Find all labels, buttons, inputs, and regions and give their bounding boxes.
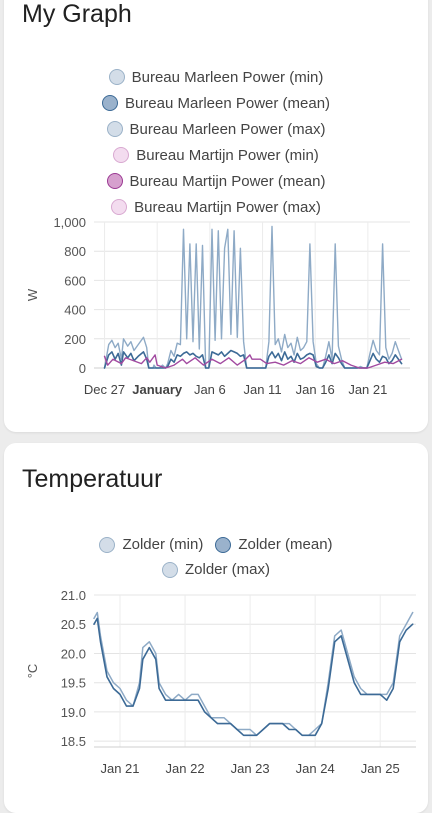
y-tick-label: 800	[64, 244, 86, 259]
power-chart: 0 200 400 600 800 1,000 Dec 27 January Jan 6 Jan …	[25, 215, 410, 397]
legend-label: Zolder (min)	[122, 536, 204, 553]
legend-label: Zolder (max)	[184, 561, 270, 578]
graph-card-temperatuur: Temperatuur Zolder (min) Zolder (mean) Zol…	[4, 443, 428, 813]
legend-item[interactable]: Bureau Marleen Power (min)	[108, 68, 324, 86]
y-tick-label: 200	[64, 332, 86, 347]
y-tick-label: 20.0	[61, 646, 86, 661]
legend-row: Bureau Martijn Power (max)	[4, 194, 428, 220]
legend-swatch-icon	[101, 95, 118, 111]
card-title: Temperatuur	[22, 465, 163, 493]
x-tick-label: Jan 21	[348, 382, 387, 397]
temperature-chart: 18.5 19.0 19.5 20.0 20.5 21.0 Jan 21 Jan 22 Jan …	[25, 588, 416, 776]
legend-label: Bureau Marleen Power (mean)	[124, 94, 331, 112]
legend-item[interactable]: Zolder (min)	[99, 536, 203, 553]
legend-label: Bureau Marleen Power (min)	[131, 68, 324, 86]
y-tick-label: 0	[79, 361, 86, 376]
graph-card-my-graph: My Graph Bureau Marleen Power (min) Burea…	[4, 0, 428, 432]
legend-swatch-icon	[113, 147, 130, 163]
y-tick-label: 19.0	[61, 705, 86, 720]
legend-row: Bureau Marleen Power (mean)	[4, 90, 428, 116]
x-tick-label: Jan 25	[361, 761, 400, 776]
legend-item[interactable]: Bureau Martijn Power (min)	[113, 147, 319, 164]
series-line	[103, 354, 403, 369]
legend-swatch-icon	[106, 173, 123, 189]
x-tick-label: Jan 22	[166, 761, 205, 776]
legend-item[interactable]: Bureau Marleen Power (mean)	[101, 94, 331, 112]
legend: Bureau Marleen Power (min) Bureau Marleen…	[4, 64, 428, 220]
x-tick-label: Jan 16	[296, 382, 335, 397]
series-line	[103, 225, 403, 369]
y-tick-label: 19.5	[61, 676, 86, 691]
legend-label: Bureau Martijn Power (mean)	[129, 172, 326, 190]
legend: Zolder (min) Zolder (mean) Zolder (max)	[4, 532, 428, 582]
legend-item[interactable]: Zolder (max)	[161, 561, 270, 578]
legend-row: Bureau Marleen Power (max)	[4, 116, 428, 142]
series-line	[93, 617, 414, 737]
legend-item[interactable]: Bureau Martijn Power (mean)	[106, 172, 326, 190]
legend-swatch-icon	[161, 561, 178, 578]
legend-row: Zolder (min) Zolder (mean)	[4, 532, 428, 557]
legend-row: Bureau Marleen Power (min)	[4, 64, 428, 90]
legend-row: Bureau Martijn Power (mean)	[4, 168, 428, 194]
y-tick-label: 400	[64, 303, 86, 318]
legend-swatch-icon	[215, 536, 232, 553]
card-title: My Graph	[22, 0, 132, 28]
legend-label: Bureau Martijn Power (min)	[136, 146, 319, 164]
legend-label: Bureau Martijn Power (max)	[134, 198, 321, 216]
series-line	[93, 611, 414, 737]
y-tick-label: 18.5	[61, 734, 86, 749]
x-tick-label: Jan 21	[100, 761, 139, 776]
x-tick-label: Jan 6	[194, 382, 226, 397]
legend-item[interactable]: Zolder (mean)	[215, 536, 333, 553]
legend-item[interactable]: Bureau Marleen Power (max)	[106, 120, 326, 138]
y-tick-label: 600	[64, 273, 86, 288]
legend-item[interactable]: Bureau Martijn Power (max)	[111, 199, 321, 216]
legend-row: Zolder (max)	[4, 557, 428, 582]
y-axis-label: °C	[25, 664, 40, 679]
series-line	[103, 349, 403, 369]
legend-swatch-icon	[106, 121, 123, 137]
x-tick-label: Jan 23	[231, 761, 270, 776]
legend-label: Bureau Marleen Power (max)	[129, 120, 326, 138]
y-axis-label: W	[25, 288, 40, 301]
y-tick-label: 1,000	[53, 215, 86, 230]
x-tick-label: Dec 27	[84, 382, 125, 397]
y-tick-label: 21.0	[61, 588, 86, 603]
x-tick-label: Jan 24	[296, 761, 335, 776]
legend-label: Zolder (mean)	[238, 536, 333, 553]
legend-row: Bureau Martijn Power (min)	[4, 142, 428, 168]
y-tick-label: 20.5	[61, 617, 86, 632]
legend-swatch-icon	[108, 69, 125, 85]
legend-swatch-icon	[99, 536, 116, 553]
legend-swatch-icon	[111, 199, 128, 215]
x-tick-label: January	[132, 382, 183, 397]
x-tick-label: Jan 11	[243, 382, 281, 397]
